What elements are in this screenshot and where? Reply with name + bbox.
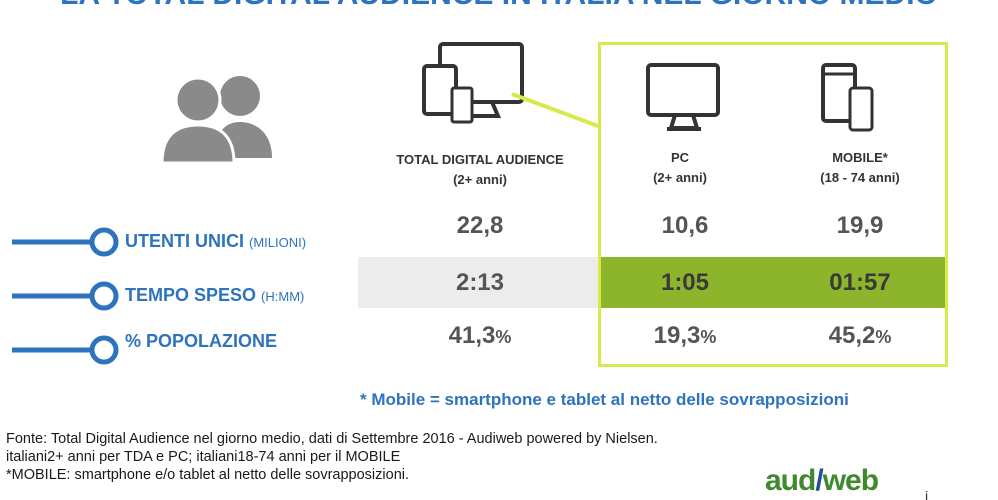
mobile-popolazione-value: 45,2% [828,322,892,349]
audiweb-logo: aud/web [765,464,879,497]
bullet-connector-icon [12,335,119,365]
mobile-devices-icon [821,63,874,132]
tda-utenti-value: 22,8 [456,212,504,239]
desktop-monitor-icon [646,63,720,131]
column-header-mobile: MOBILE* (18 - 74 anni) [820,150,900,185]
mobile-footnote: * Mobile = smartphone e tablet al netto … [360,390,849,409]
row-label: TEMPO SPESO (H:MM) [125,285,305,305]
column-header-pc: PC (2+ anni) [653,150,707,185]
bullet-connector-icon [12,227,119,257]
pc-tempo-value: 1:05 [660,269,710,296]
tda-tempo-value: 2:13 [455,269,505,296]
row-label: % POPOLAZIONE [125,331,278,351]
pc-mobile-highlight-box [598,42,948,367]
page-title: LA TOTAL DIGITAL AUDIENCE IN ITALIA NEL … [0,0,998,12]
pc-utenti-value: 10,6 [661,212,709,239]
row-label: UTENTI UNICI (MILIONI) [125,231,307,251]
logo-tail-text: i [925,488,929,500]
bullet-connector-icon [12,281,119,311]
highlight-connector-line [511,92,599,128]
pc-popolazione-value: 19,3% [653,322,717,349]
mobile-utenti-value: 19,9 [836,212,884,239]
tda-popolazione-value: 41,3% [448,322,512,349]
column-header-tda: TOTAL DIGITAL AUDIENCE (2+ anni) [396,152,564,187]
audience-people-icon [160,76,272,165]
mobile-tempo-value: 01:57 [829,269,891,296]
source-note: Fonte: Total Digital Audience nel giorno… [6,431,658,483]
multi-device-icon [422,42,524,124]
pc-mobile-highlight-stripe [598,257,948,308]
